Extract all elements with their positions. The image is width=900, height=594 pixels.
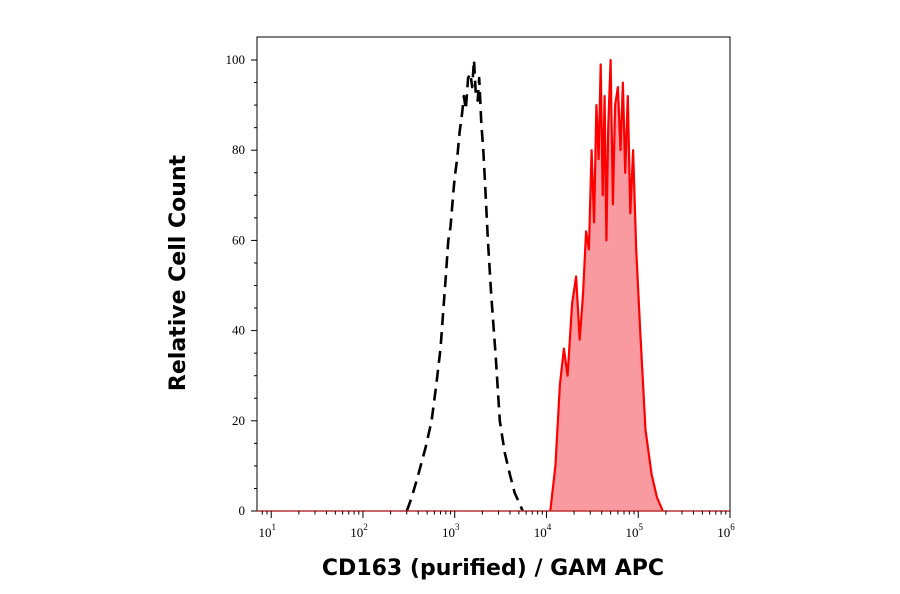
x-tick-label: 104 bbox=[534, 522, 552, 540]
x-tick-label: 103 bbox=[442, 522, 460, 540]
y-tick-label: 0 bbox=[239, 503, 246, 518]
series-layer bbox=[405, 58, 664, 512]
series-1-fill bbox=[550, 60, 663, 511]
series-0-line bbox=[405, 58, 524, 512]
y-axis-title: Relative Cell Count bbox=[166, 154, 191, 391]
y-tick-label: 100 bbox=[226, 52, 246, 67]
y-tick-label: 20 bbox=[232, 413, 245, 428]
axes-layer: 0 20 40 60 80 100 101 102 103 104 105 106 bbox=[226, 52, 736, 540]
x-tick-label: 101 bbox=[258, 522, 276, 540]
y-tick-label: 40 bbox=[232, 323, 245, 338]
series-1-line bbox=[549, 58, 664, 512]
y-tick-label: 60 bbox=[232, 232, 245, 247]
plot-frame bbox=[256, 36, 731, 512]
y-tick-label: 80 bbox=[232, 142, 245, 157]
x-tick-label: 102 bbox=[350, 522, 368, 540]
x-axis-title: CD163 (purified) / GAM APC bbox=[322, 556, 664, 581]
x-tick-label: 106 bbox=[717, 522, 735, 540]
x-tick-label: 105 bbox=[625, 522, 643, 540]
